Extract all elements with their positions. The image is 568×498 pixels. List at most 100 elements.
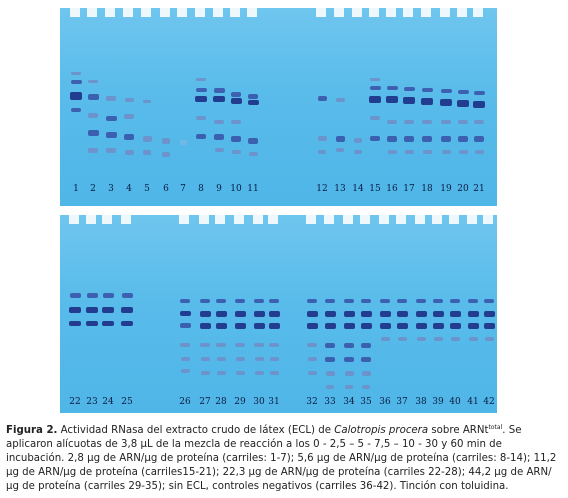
gel-band (214, 148, 224, 152)
gel-band (71, 72, 81, 75)
gel-band (216, 343, 226, 347)
gel-band (86, 293, 98, 298)
well (306, 215, 316, 224)
gel-band (102, 293, 114, 298)
well (473, 8, 483, 17)
well (457, 8, 467, 17)
gel-band (180, 357, 190, 361)
gel-band (343, 311, 355, 317)
gel-band (369, 86, 381, 90)
gel-band (380, 337, 390, 341)
gel-band (235, 299, 245, 303)
gel-band (370, 78, 380, 81)
gel-band (269, 343, 279, 347)
well (86, 215, 96, 224)
gel-band (325, 371, 335, 376)
lane-number: 17 (403, 184, 415, 194)
gel-band (213, 96, 225, 102)
gel-band (196, 134, 206, 139)
gel-band (458, 136, 468, 142)
gel-band (404, 150, 414, 154)
gel-band (343, 323, 355, 329)
gel-band (317, 96, 327, 101)
well (213, 8, 223, 17)
gel-band (416, 299, 426, 303)
well (360, 215, 370, 224)
gel-band (467, 311, 479, 317)
gel-band (195, 88, 207, 92)
lane-number: 41 (467, 397, 479, 407)
gel-band (325, 357, 335, 362)
gel-band (269, 371, 279, 375)
gel-band (403, 87, 415, 91)
lane-number: 39 (432, 397, 444, 407)
gel-band (231, 136, 241, 142)
lane-number: 16 (386, 184, 398, 194)
well (199, 215, 209, 224)
lane-number: 38 (415, 397, 427, 407)
lane-number: 15 (369, 184, 381, 194)
well (403, 8, 413, 17)
gel-band (317, 136, 327, 141)
well (396, 215, 406, 224)
gel-band (200, 371, 210, 375)
gel-band (199, 323, 211, 329)
gel-band (88, 80, 98, 83)
gel-band (379, 311, 391, 317)
gel-band (361, 371, 371, 376)
well (316, 8, 326, 17)
gel-band (142, 136, 152, 142)
gel-band (387, 150, 397, 154)
gel-band (215, 311, 227, 317)
lane-number: 12 (316, 184, 328, 194)
gel-band (370, 116, 380, 120)
gel-band (387, 136, 397, 142)
gel-band (370, 136, 380, 141)
gel-band (162, 152, 170, 157)
well (440, 8, 450, 17)
gel-band (179, 323, 191, 328)
lane-number: 19 (440, 184, 452, 194)
gel-band (254, 343, 264, 347)
gel-band (195, 96, 207, 102)
gel-band (105, 116, 117, 121)
gel-band (458, 150, 468, 154)
gel-band (199, 311, 211, 317)
gel-band (88, 148, 98, 153)
well (87, 8, 97, 17)
figure-caption: Figura 2. Actividad RNasa del extracto c… (6, 424, 562, 494)
gel-band (441, 150, 451, 154)
lane-number: 3 (108, 184, 114, 194)
well (352, 8, 362, 17)
lane-number: 36 (379, 397, 391, 407)
well (121, 215, 131, 224)
gel-band (336, 148, 344, 152)
caption-superscript: total (488, 424, 503, 431)
gel-band (235, 371, 245, 375)
gel-band (324, 311, 336, 317)
well (105, 8, 115, 17)
lane-number: 20 (457, 184, 469, 194)
gel-band (318, 150, 326, 154)
gel-band (248, 94, 258, 99)
lane-number: 21 (473, 184, 485, 194)
gel-band (432, 311, 444, 317)
gel-band (440, 89, 452, 93)
well (379, 215, 389, 224)
gel-band (344, 371, 354, 376)
gel-band (404, 120, 414, 124)
gel-band (86, 307, 98, 313)
well (141, 8, 151, 17)
gel-band (483, 323, 495, 329)
well (324, 215, 334, 224)
lane-number: 24 (102, 397, 114, 407)
lane-number: 7 (180, 184, 186, 194)
gel-band (354, 150, 362, 154)
well (70, 8, 80, 17)
gel-band (441, 136, 451, 142)
gel-band (416, 337, 426, 341)
lane-number: 6 (163, 184, 169, 194)
gel-bottom: 22 23 24 25 26 27 28 29 30 31 32 33 34 35 36 37 38 39 40 41… (60, 215, 497, 413)
well (449, 215, 459, 224)
well (215, 215, 225, 224)
